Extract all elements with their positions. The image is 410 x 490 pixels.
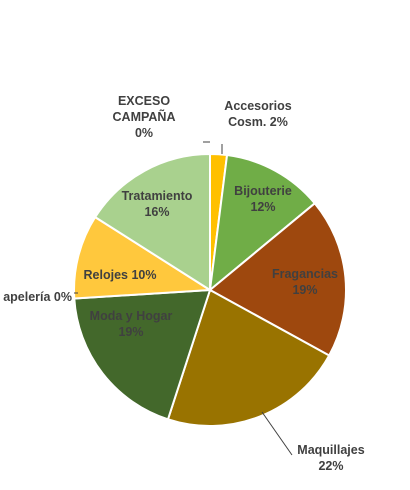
leader-line-maquillajes [261,411,293,456]
pie-slices [73,152,347,427]
data-label-papeler-a: apelería 0% [3,290,72,304]
pie-labels: Accesorios Cosm. 2% Bijouterie 12% Fragancia… [3,94,365,473]
data-label-moda-y-hogar: Moda y Hogar 19% [90,309,173,339]
data-label-maquillajes: Maquillajes 22% [297,443,364,473]
pie-slice-fragancias [208,201,347,357]
data-label-bijouterie: Bijouterie 12% [234,184,292,214]
data-label-tratamiento: Tratamiento 16% [122,189,193,219]
pie-slice-relojes [73,215,214,300]
pie-slice-bijouterie [208,153,317,293]
data-label-exceso-campa-a: EXCESO CAMPAÑA 0% [113,94,176,140]
data-label-accesorios-cosm: Accesorios Cosm. 2% [224,99,291,129]
pie-slice-tratamiento [93,152,211,292]
data-label-fragancias: Fragancias 19% [272,267,338,297]
pie-slice-maquillajes [166,288,331,427]
pie-slice-moda-y-hogar [73,288,212,421]
data-label-relojes: Relojes 10% [84,268,157,282]
